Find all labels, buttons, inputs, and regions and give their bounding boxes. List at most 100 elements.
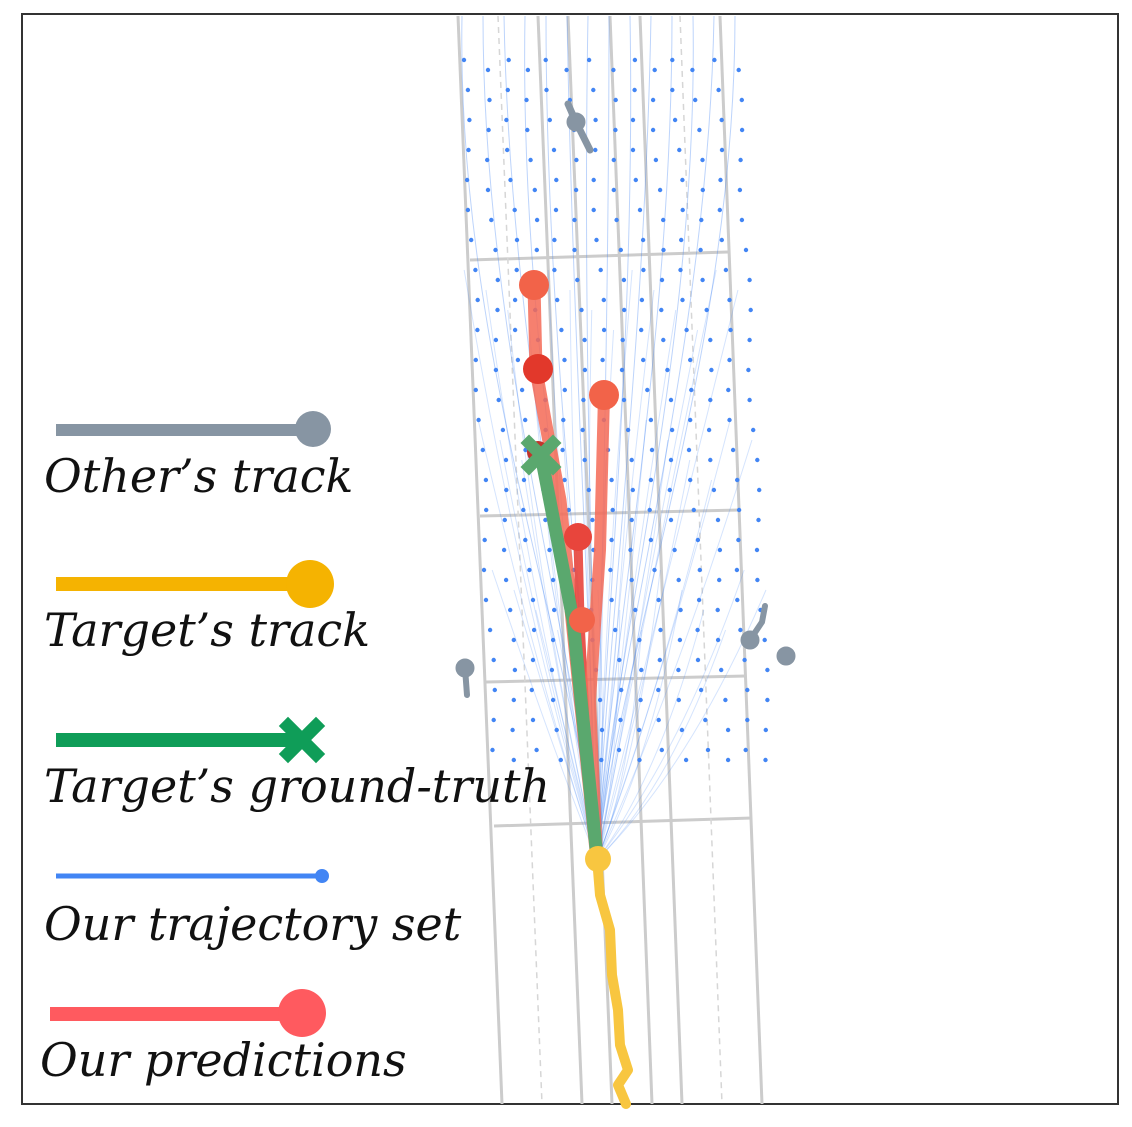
trajectory-endpoint-dot bbox=[638, 697, 643, 703]
trajectory-endpoint-dot bbox=[473, 387, 478, 393]
trajectory-endpoint-dot bbox=[632, 57, 638, 63]
trajectory-endpoint-dot bbox=[525, 67, 531, 73]
trajectory-endpoint-dot bbox=[467, 117, 472, 123]
trajectory-endpoint-dot bbox=[559, 327, 564, 333]
trajectory-endpoint-dot bbox=[618, 717, 623, 723]
trajectory-curve bbox=[596, 15, 673, 861]
trajectory-endpoint-dot bbox=[695, 657, 701, 663]
trajectory-endpoint-dot bbox=[609, 477, 614, 483]
trajectory-endpoint-dot bbox=[511, 637, 516, 643]
trajectory-endpoint-dot bbox=[661, 217, 666, 223]
trajectory-endpoint-dot bbox=[639, 297, 645, 303]
trajectory-endpoint-dot bbox=[618, 247, 623, 253]
target-track bbox=[592, 853, 633, 1109]
trajectory-endpoint-dot bbox=[668, 457, 674, 463]
trajectory-endpoint-dot bbox=[723, 267, 729, 273]
trajectory-endpoint-dot bbox=[561, 417, 566, 423]
legend-predictions-label: Our predictions bbox=[40, 1033, 407, 1087]
trajectory-endpoint-dot bbox=[528, 157, 533, 163]
trajectory-endpoint-dot bbox=[629, 517, 634, 523]
trajectory-endpoint-dot bbox=[747, 397, 752, 403]
trajectory-endpoint-dot bbox=[719, 667, 724, 673]
trajectory-endpoint-dot bbox=[534, 247, 539, 253]
other-agent-marker bbox=[566, 112, 586, 132]
trajectory-endpoint-dot bbox=[503, 457, 509, 463]
trajectory-curve bbox=[596, 15, 715, 861]
trajectory-endpoint-dot bbox=[661, 337, 666, 343]
trajectory-endpoint-dot bbox=[633, 177, 638, 183]
trajectory-endpoint-dot bbox=[552, 607, 557, 613]
trajectory-endpoint-dot bbox=[650, 127, 656, 133]
trajectory-endpoint-dot bbox=[591, 177, 596, 183]
trajectory-endpoint-dot bbox=[475, 297, 480, 303]
trajectory-endpoint-dot bbox=[639, 327, 644, 333]
trajectory-endpoint-dot bbox=[723, 697, 728, 703]
trajectory-endpoint-dot bbox=[736, 67, 741, 73]
trajectory-endpoint-dot bbox=[525, 127, 530, 133]
trajectory-endpoint-dot bbox=[550, 697, 556, 703]
other-agents bbox=[455, 100, 796, 698]
trajectory-endpoint-dot bbox=[688, 477, 693, 483]
trajectory-endpoint-dot bbox=[745, 717, 750, 723]
trajectory-endpoint-dot bbox=[637, 757, 642, 763]
trajectory-endpoint-dot bbox=[530, 657, 536, 663]
trajectory-endpoint-dot bbox=[558, 757, 563, 763]
trajectory-curve bbox=[477, 419, 598, 861]
trajectory-endpoint-dot bbox=[708, 457, 713, 463]
other-agent-marker bbox=[455, 658, 475, 678]
trajectory-endpoint-dot bbox=[700, 187, 705, 193]
legend-others-label: Other’s track bbox=[44, 449, 353, 503]
trajectory-endpoint-dot bbox=[629, 577, 634, 583]
trajectory-endpoint-dot bbox=[688, 357, 693, 363]
trajectory-endpoint-dot bbox=[648, 537, 654, 543]
trajectory-endpoint-dot bbox=[552, 237, 557, 243]
trajectory-endpoint-dot bbox=[695, 537, 701, 543]
trajectory-curve bbox=[596, 569, 745, 861]
trajectory-endpoint-dot bbox=[725, 757, 731, 763]
trajectory-endpoint-dot bbox=[621, 277, 627, 283]
trajectory-endpoint-dot bbox=[698, 687, 704, 693]
trajectory-endpoint-dot bbox=[719, 117, 724, 123]
trajectory-curve bbox=[596, 609, 705, 861]
trajectory-endpoint-dot bbox=[690, 67, 695, 73]
trajectory-endpoint-dot bbox=[481, 567, 487, 573]
trajectory-curve bbox=[596, 15, 694, 861]
trajectory-endpoint-dot bbox=[755, 577, 760, 583]
trajectory-endpoint-dot bbox=[483, 477, 489, 483]
legend: Other’s track Target’s track Target’s gr… bbox=[40, 411, 550, 1087]
trajectory-endpoint-dot bbox=[659, 747, 664, 753]
prediction-endpoint bbox=[564, 523, 592, 551]
trajectory-endpoint-dot bbox=[677, 147, 682, 153]
trajectory-curve bbox=[596, 439, 669, 861]
trajectory-endpoint-dot bbox=[715, 607, 720, 613]
trajectory-endpoint-dot bbox=[581, 397, 586, 403]
trajectory-endpoint-dot bbox=[630, 487, 635, 493]
trajectory-endpoint-dot bbox=[704, 307, 709, 313]
trajectory-endpoint-dot bbox=[521, 507, 526, 513]
trajectory-endpoint-dot bbox=[657, 657, 662, 663]
trajectory-endpoint-dot bbox=[534, 747, 539, 753]
trajectory-endpoint-dot bbox=[620, 337, 625, 343]
trajectory-endpoint-dot bbox=[510, 727, 515, 733]
trajectory-endpoint-dot bbox=[658, 627, 663, 633]
trajectory-endpoint-dot bbox=[490, 747, 495, 753]
trajectory-endpoint-dot bbox=[659, 307, 664, 313]
trajectory-endpoint-dot bbox=[648, 417, 654, 423]
trajectory-endpoint-dot bbox=[727, 297, 732, 303]
other-agent-marker bbox=[740, 630, 760, 650]
trajectory-endpoint-dot bbox=[552, 267, 557, 273]
trajectory-endpoint-dot bbox=[629, 457, 634, 463]
trajectory-endpoint-dot bbox=[473, 357, 478, 363]
trajectory-endpoint-dot bbox=[763, 727, 768, 733]
trajectory-endpoint-dot bbox=[679, 727, 685, 733]
trajectory-endpoint-dot bbox=[719, 237, 724, 243]
trajectory-endpoint-dot bbox=[726, 387, 731, 393]
legend-trajectory-label: Our trajectory set bbox=[44, 897, 462, 951]
trajectory-endpoint-dot bbox=[496, 397, 501, 403]
trajectory-endpoint-dot bbox=[512, 297, 518, 303]
trajectory-endpoint-dot bbox=[544, 87, 549, 93]
circle-marker-icon bbox=[315, 869, 329, 883]
trajectory-endpoint-dot bbox=[508, 177, 513, 183]
trajectory-endpoint-dot bbox=[613, 627, 618, 633]
trajectory-endpoint-dot bbox=[678, 607, 683, 613]
